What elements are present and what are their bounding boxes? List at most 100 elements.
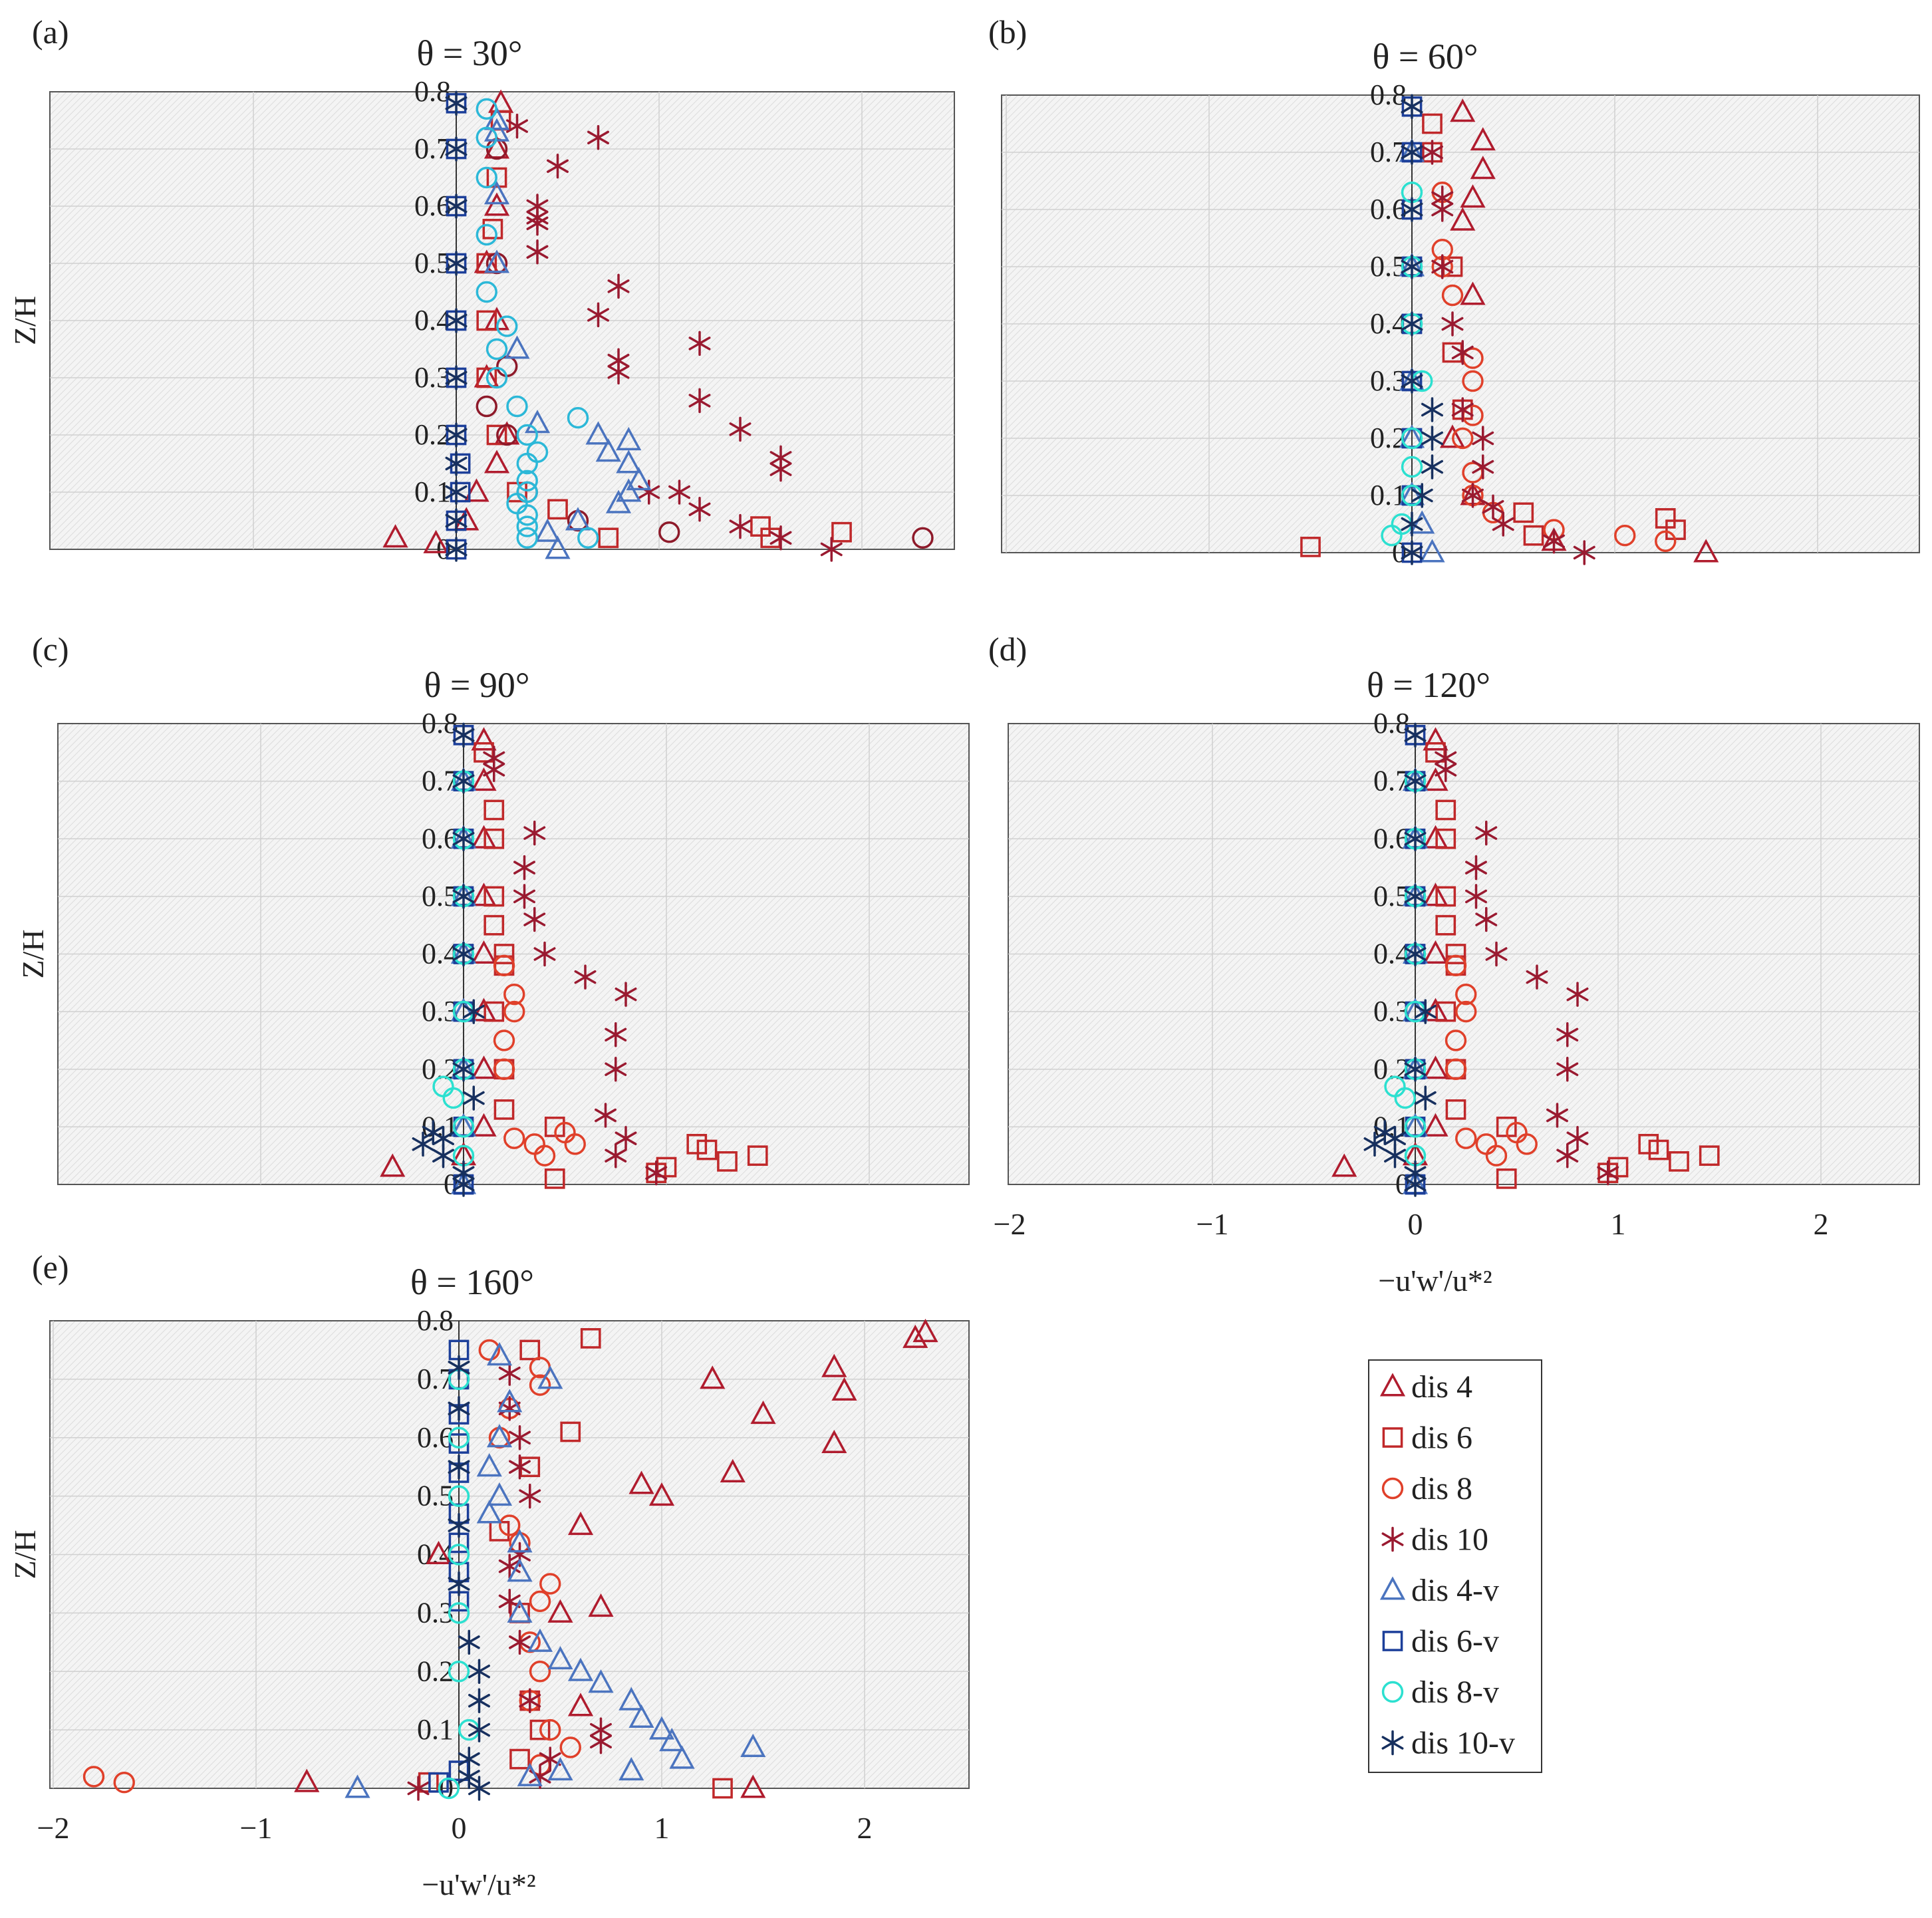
legend-label: dis 8	[1411, 1471, 1472, 1506]
series-dis-10	[1435, 746, 1619, 1186]
data-point	[1414, 999, 1437, 1024]
data-point	[616, 450, 642, 474]
data-point	[1435, 799, 1456, 821]
data-point	[476, 367, 497, 388]
data-point	[483, 1001, 505, 1022]
chart-title: θ = 160°	[410, 1262, 534, 1302]
data-point	[648, 1482, 675, 1506]
data-point	[1655, 530, 1677, 552]
legend-marker	[1379, 1373, 1406, 1397]
chart-title: θ = 90°	[424, 665, 530, 705]
data-point	[587, 125, 609, 150]
data-point	[519, 1688, 541, 1713]
data-point	[476, 223, 497, 246]
data-point	[1404, 768, 1427, 794]
data-point	[445, 508, 468, 533]
data-point	[567, 1693, 594, 1716]
data-point	[537, 1365, 563, 1389]
data-point	[516, 470, 538, 491]
data-point	[483, 914, 505, 936]
data-point	[498, 1361, 521, 1386]
chart-title: θ = 120°	[1367, 665, 1490, 705]
data-point	[503, 1000, 525, 1023]
data-point	[769, 445, 792, 471]
data-point	[294, 1768, 320, 1792]
y-tick-label: 0.5	[422, 880, 458, 912]
data-point	[529, 1374, 551, 1396]
y-tick-label: 0.3	[414, 361, 451, 394]
data-point	[1431, 186, 1454, 211]
data-point	[628, 1470, 654, 1494]
y-tick-label: 0.7	[422, 765, 458, 797]
data-point	[496, 315, 518, 337]
data-point	[595, 438, 621, 462]
y-tick-label: 0.6	[1370, 193, 1407, 225]
data-point	[1435, 828, 1456, 849]
data-point	[1422, 113, 1443, 134]
data-point	[519, 1339, 541, 1361]
data-point	[616, 478, 642, 502]
y-tick-label: 0.8	[414, 75, 451, 108]
data-point	[526, 441, 549, 463]
data-point	[464, 478, 489, 502]
data-point	[1404, 722, 1427, 748]
data-point	[445, 251, 468, 276]
data-point	[445, 365, 468, 390]
data-point	[462, 999, 485, 1024]
data-point	[539, 1573, 561, 1595]
data-point	[1460, 281, 1486, 305]
data-point	[574, 964, 597, 990]
y-tick-label: 0.4	[1373, 938, 1410, 970]
data-point	[587, 302, 609, 328]
legend-marker	[1382, 1427, 1403, 1448]
data-point	[560, 1421, 581, 1442]
data-point	[509, 1454, 531, 1480]
data-point	[605, 1022, 627, 1047]
data-point	[1300, 537, 1321, 557]
data-point	[1470, 127, 1496, 151]
data-point	[1404, 1116, 1427, 1138]
data-point	[476, 281, 497, 303]
data-point	[535, 518, 561, 542]
y-tick-label: 0.7	[1370, 136, 1407, 168]
data-point	[590, 1728, 612, 1754]
data-point	[688, 331, 711, 356]
chart-panel-4: 0 0.1 0.2 0.3 0.4 0.5 0.6 0.7 0.8 −2 −1 0 1 2 −u'w'/u*…	[988, 630, 1920, 1298]
data-point	[486, 167, 507, 188]
legend-label: dis 10	[1411, 1522, 1488, 1558]
y-axis-label: Z/H	[16, 929, 50, 978]
data-point	[509, 1748, 530, 1770]
data-point	[442, 1087, 464, 1109]
data-point	[1435, 746, 1457, 771]
data-point	[1401, 254, 1423, 279]
data-point	[1439, 424, 1466, 448]
data-point	[1401, 197, 1423, 222]
data-point	[669, 1745, 695, 1769]
data-point	[493, 954, 515, 977]
data-point	[605, 489, 632, 513]
data-point	[1445, 954, 1467, 977]
data-point	[523, 1133, 545, 1155]
data-point	[750, 516, 771, 537]
data-point	[740, 1733, 766, 1757]
data-point	[1401, 368, 1423, 394]
data-point	[1513, 502, 1534, 523]
data-point	[668, 480, 690, 505]
data-point	[1470, 156, 1496, 180]
legend-marker	[1379, 1576, 1406, 1600]
data-point	[831, 521, 852, 543]
data-point	[1460, 184, 1486, 208]
data-point	[1445, 1058, 1467, 1080]
data-point	[1401, 140, 1423, 165]
data-point	[1523, 525, 1544, 546]
series-dis-8-v	[476, 98, 599, 549]
data-point	[1597, 1160, 1619, 1186]
data-point	[1475, 906, 1498, 932]
data-point	[1455, 983, 1477, 1006]
data-point	[1435, 886, 1456, 907]
data-point	[615, 982, 637, 1007]
data-point	[717, 1151, 738, 1172]
data-point	[645, 1160, 668, 1186]
series-dis-10-v	[1363, 722, 1437, 1197]
